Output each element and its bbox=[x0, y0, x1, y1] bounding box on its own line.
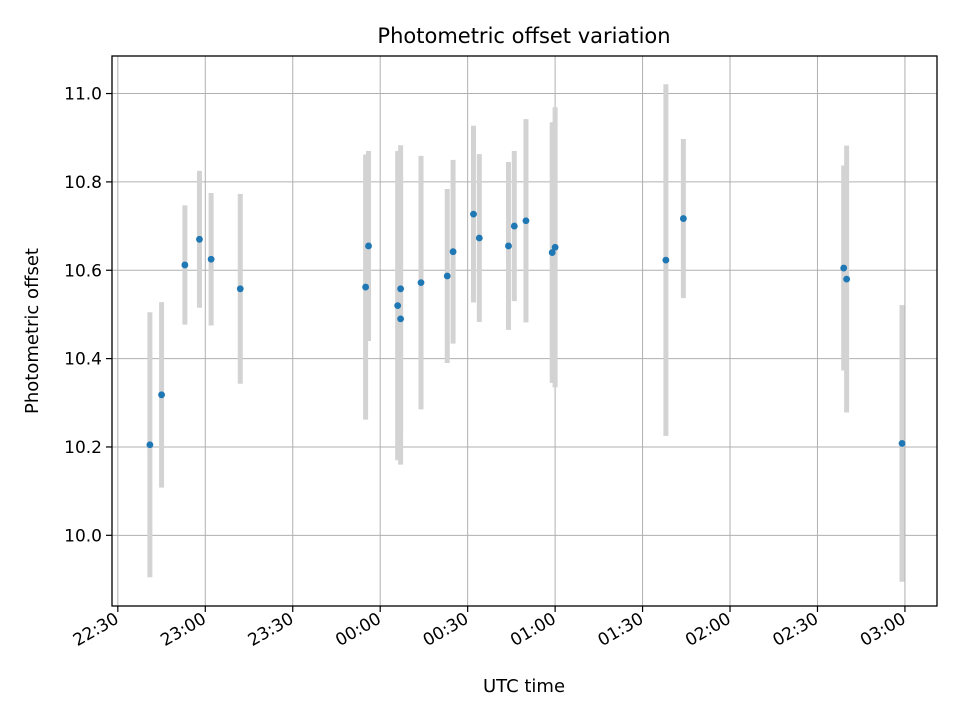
y-tick-label: 10.0 bbox=[64, 526, 102, 546]
chart-title: Photometric offset variation bbox=[377, 24, 670, 48]
data-point bbox=[397, 315, 405, 323]
data-point bbox=[505, 242, 512, 250]
y-axis: 10.0 10.2 10.4 10.6 10.8 11.0 bbox=[64, 85, 112, 546]
y-axis-title: Photometric offset bbox=[22, 248, 43, 414]
data-point bbox=[475, 234, 483, 242]
plot-area-frame bbox=[111, 55, 938, 607]
data-point bbox=[394, 302, 402, 309]
data-point bbox=[679, 215, 687, 222]
data-point bbox=[365, 242, 372, 250]
data-point bbox=[196, 235, 203, 243]
data-point bbox=[443, 272, 451, 280]
x-axis-title: UTC time bbox=[483, 676, 565, 697]
y-tick-label: 10.8 bbox=[64, 173, 102, 193]
data-point bbox=[449, 248, 457, 256]
data-point bbox=[551, 243, 559, 251]
data-point bbox=[362, 283, 370, 291]
y-tick-label: 10.4 bbox=[64, 350, 102, 370]
data-point bbox=[843, 275, 851, 283]
data-points bbox=[146, 210, 906, 449]
y-tick-label: 10.2 bbox=[64, 438, 102, 458]
y-tick-label: 11.0 bbox=[64, 85, 102, 105]
data-point bbox=[158, 391, 165, 399]
data-point bbox=[207, 255, 215, 263]
data-point bbox=[662, 256, 670, 264]
data-point bbox=[397, 285, 405, 293]
data-point bbox=[898, 440, 906, 447]
data-point bbox=[522, 217, 530, 225]
data-point bbox=[236, 285, 244, 293]
data-point bbox=[146, 441, 154, 449]
data-point bbox=[417, 279, 425, 287]
data-point bbox=[548, 249, 556, 256]
data-point bbox=[840, 264, 848, 272]
data-point bbox=[181, 261, 189, 269]
data-point bbox=[470, 210, 477, 218]
y-tick-label: 10.6 bbox=[64, 261, 102, 281]
data-point bbox=[510, 222, 518, 230]
